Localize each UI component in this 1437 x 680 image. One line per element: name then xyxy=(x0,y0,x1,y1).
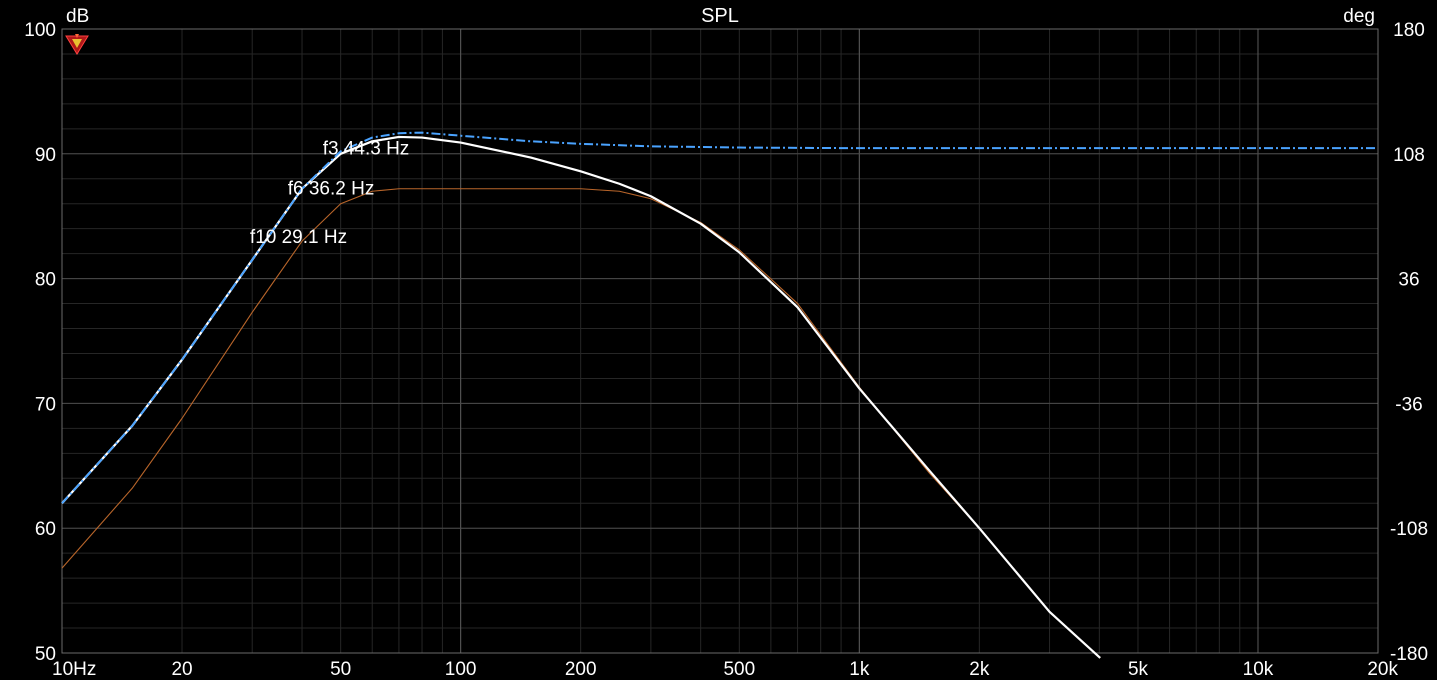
x-tick-label: 10k xyxy=(1243,659,1274,680)
cutoff-annotation: f10 29.1 Hz xyxy=(250,227,347,248)
x-tick-label: 50 xyxy=(330,659,351,680)
x-tick-label: 2k xyxy=(969,659,990,680)
series-line-0 xyxy=(61,131,1378,504)
y2-tick-label: -180 xyxy=(1390,644,1428,665)
grid-minor xyxy=(61,28,1379,654)
chart-title: SPL xyxy=(701,5,739,27)
y-tick-label: 60 xyxy=(35,519,56,540)
y-tick-label: 80 xyxy=(35,270,56,291)
x-tick-label: 1k xyxy=(849,659,870,680)
annotations: f3 44.3 Hz f6 36.2 Hz f10 29.1 Hz xyxy=(250,139,409,249)
y2-tick-labels: 180 108 36 -36 -108 -180 xyxy=(1390,20,1428,665)
x-tick-label: 20k xyxy=(1367,659,1398,680)
y-tick-label: 90 xyxy=(35,145,56,166)
y-tick-label: 50 xyxy=(35,644,56,665)
cutoff-annotation: f6 36.2 Hz xyxy=(288,178,375,199)
y-unit-right: deg xyxy=(1343,6,1375,27)
y2-tick-label: 108 xyxy=(1393,145,1425,166)
x-tick-label: 20 xyxy=(171,659,192,680)
x-tick-label: 100 xyxy=(445,659,477,680)
x-tick-label: 200 xyxy=(565,659,597,680)
y-tick-labels: 100 90 80 70 60 50 xyxy=(24,20,56,665)
y2-tick-label: 180 xyxy=(1393,20,1425,41)
y-unit-left: dB xyxy=(66,6,89,27)
series-layer xyxy=(61,131,1378,659)
x-tick-label: 500 xyxy=(723,659,755,680)
y2-tick-label: -108 xyxy=(1390,519,1428,540)
y2-tick-label: 36 xyxy=(1398,270,1419,291)
plot-frame xyxy=(61,28,1379,654)
cutoff-annotation: f3 44.3 Hz xyxy=(323,139,410,160)
rew-logo-icon[interactable] xyxy=(65,34,89,55)
x-tick-label: 10Hz xyxy=(52,659,96,680)
y-tick-label: 100 xyxy=(24,20,56,41)
y2-tick-label: -36 xyxy=(1395,394,1422,415)
x-tick-label: 5k xyxy=(1128,659,1149,680)
y-tick-label: 70 xyxy=(35,394,56,415)
x-tick-labels: 10Hz 20 50 100 200 500 1k 2k 5k 10k 20k xyxy=(52,659,1398,680)
grid-major xyxy=(61,28,1378,654)
